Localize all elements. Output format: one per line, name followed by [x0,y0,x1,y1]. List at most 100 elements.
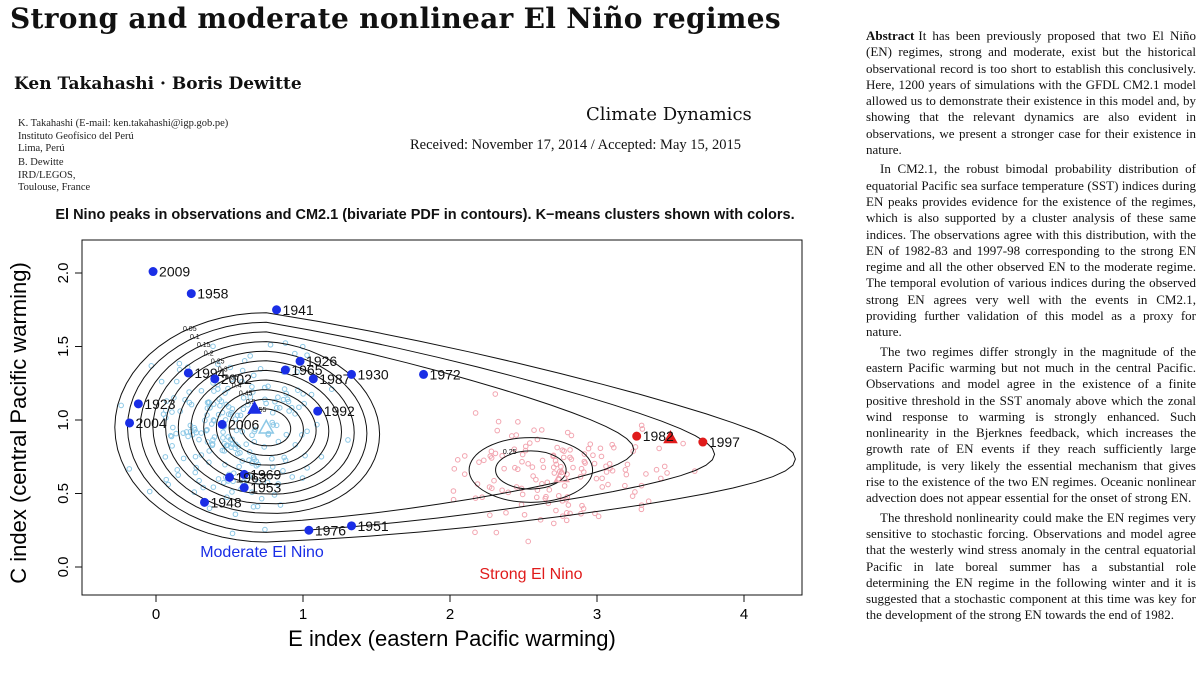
model-point-strong [590,452,596,459]
model-point-strong [664,470,670,476]
x-tick-label: 1 [299,606,307,623]
model-point-strong [605,481,611,488]
pdf-contour [177,360,355,495]
model-point-moderate [208,421,215,427]
model-point-strong [538,427,545,433]
model-point-moderate [204,426,210,433]
model-point-strong [609,441,615,448]
model-point-moderate [211,417,218,424]
y-tick-label: 2.0 [55,263,72,284]
model-moderate-centroid [257,418,275,434]
observed-moderate-point [304,525,314,535]
scatter-contour-plot: 0.050.10.150.20.250.30.350.40.450.50.550… [6,239,803,651]
model-point-moderate [218,398,225,405]
model-point-strong [656,445,662,452]
model-point-moderate [240,395,247,401]
model-point-moderate [285,398,292,405]
model-point-strong [629,493,636,499]
affiliation-line: Instituto Geofísico del Perú [18,130,134,142]
model-point-strong [513,432,520,438]
observed-moderate-point [280,365,290,375]
observed-moderate-point [217,419,227,429]
observed-moderate-point [225,472,234,482]
model-point-strong [552,457,559,464]
model-point-strong [553,507,559,514]
model-point-moderate [229,489,235,495]
observed-moderate-point [186,289,196,299]
x-tick-label: 0 [152,606,160,623]
year-label: 1953 [250,480,281,496]
affiliation-line: K. Takahashi (E-mail: ken.takahashi@igp.… [18,118,229,129]
model-point-moderate [198,387,205,394]
model-point-moderate [304,428,310,435]
observed-moderate-point [347,521,357,531]
observed-moderate-point [295,356,305,366]
model-point-strong [680,440,686,447]
model-point-moderate [263,400,269,407]
pdf-contour [152,341,381,514]
model-point-moderate [261,444,268,450]
year-label: 1948 [211,494,242,510]
model-point-strong [638,482,645,489]
contour-level-label: 0.45 [239,391,253,398]
axes-layer: 0 1 2 3 4 0.0 0.5 1.0 1.5 2.0 [55,263,748,623]
model-point-strong [450,488,457,494]
model-point-strong [567,454,573,461]
model-point-moderate [163,476,170,483]
model-point-moderate [215,361,221,367]
abstract-paragraph-2: In CM2.1, the robust bimodal probability… [866,161,1196,340]
model-point-strong [488,448,495,455]
model-point-strong [622,482,628,489]
year-label: 1965 [291,362,322,378]
abstract-paragraph-1: Abstract It has been previously proposed … [866,28,1196,158]
model-point-moderate [180,430,187,436]
model-point-moderate [196,477,202,484]
observed-moderate-centroid [247,400,262,414]
observed-moderate-point [148,267,158,277]
x-tick-label: 2 [446,606,454,623]
model-point-strong [564,429,571,436]
affiliation-line: B. Dewitte [18,157,64,168]
model-point-strong [638,506,645,513]
model-point-strong [555,492,562,499]
x-axis-label: E index (eastern Pacific warming) [288,626,616,651]
model-point-moderate [210,343,216,350]
model-point-moderate [282,340,289,346]
observed-strong-centroid [663,430,678,444]
model-point-moderate [236,463,242,470]
model-point-strong [512,464,518,471]
model-point-strong [554,444,560,451]
pdf-contour [228,398,304,457]
model-point-moderate [209,441,216,447]
pdf-contour [126,321,716,533]
x-tick-label: 4 [740,606,748,623]
x-tick-label: 3 [593,606,601,623]
paper-title: Strong and moderate nonlinear El Niño re… [10,2,781,35]
model-point-strong [529,464,536,470]
observed-moderate-point [125,418,135,428]
model-point-moderate [233,427,240,434]
y-tick-label: 0.0 [55,557,72,578]
model-point-strong [515,419,521,425]
model-point-moderate [277,502,284,508]
affiliation-line: Lima, Perú [18,143,65,154]
model-point-moderate [249,383,255,390]
model-point-moderate [176,360,183,367]
pdf-contour [114,312,796,543]
model-point-moderate [271,492,278,498]
contour-level-label: 0.1 [190,334,200,341]
model-point-moderate [345,437,351,443]
abstract-heading: Abstract [866,28,915,43]
model-point-strong [580,505,587,512]
model-point-strong [533,494,540,501]
model-point-moderate [247,394,254,400]
model-point-moderate [318,454,325,460]
pdf-contour [241,408,292,447]
model-point-strong [645,498,652,505]
contour-level-label: 0.4 [232,383,242,390]
observed-moderate-point [239,483,249,493]
model-point-moderate [286,408,292,414]
model-point-moderate [220,435,226,441]
model-point-strong [593,475,600,482]
year-label: 1941 [283,302,314,318]
